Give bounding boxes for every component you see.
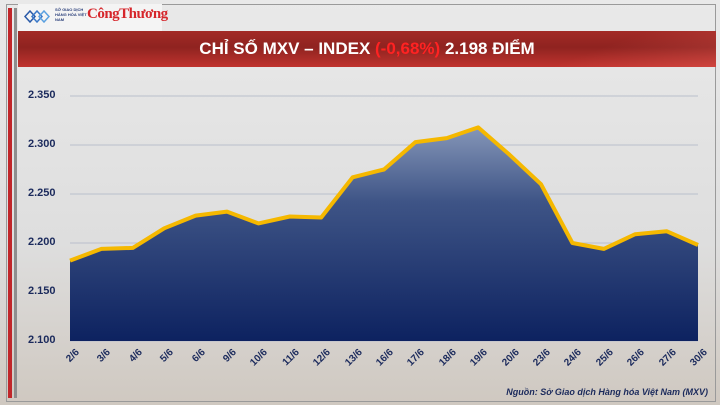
title-change: (-0,68%) (375, 39, 441, 58)
title-value: 2.198 ĐIỂM (444, 39, 535, 58)
y-tick-label: 2.300 (28, 138, 56, 150)
chart-title: CHỈ SỐ MXV – INDEX (-0,68%) 2.198 ĐIỂM (18, 39, 716, 59)
accent-bar-gray (14, 8, 17, 398)
y-tick-label: 2.150 (28, 285, 56, 297)
data-line (69, 125, 699, 263)
exchange-logo-text: SỞ GIAO DỊCH HÀNG HÓA VIỆT NAM (55, 7, 87, 22)
logo-area (18, 4, 162, 32)
y-tick-label: 2.100 (28, 334, 56, 346)
title-bar: CHỈ SỐ MXV – INDEX (-0,68%) 2.198 ĐIỂM (18, 31, 716, 67)
brand-logo: CôngThương (87, 6, 168, 22)
accent-bar (8, 8, 12, 398)
y-tick-label: 2.200 (28, 236, 56, 248)
chart-frame (6, 4, 716, 402)
y-tick-label: 2.350 (28, 89, 56, 101)
y-tick-label: 2.250 (28, 187, 56, 199)
area-fill (70, 127, 698, 342)
source-note: Nguồn: Sở Giao dịch Hàng hóa Việt Nam (M… (506, 387, 708, 397)
mxv-logo-icon (24, 10, 50, 23)
title-prefix: CHỈ SỐ MXV – INDEX (199, 39, 371, 58)
